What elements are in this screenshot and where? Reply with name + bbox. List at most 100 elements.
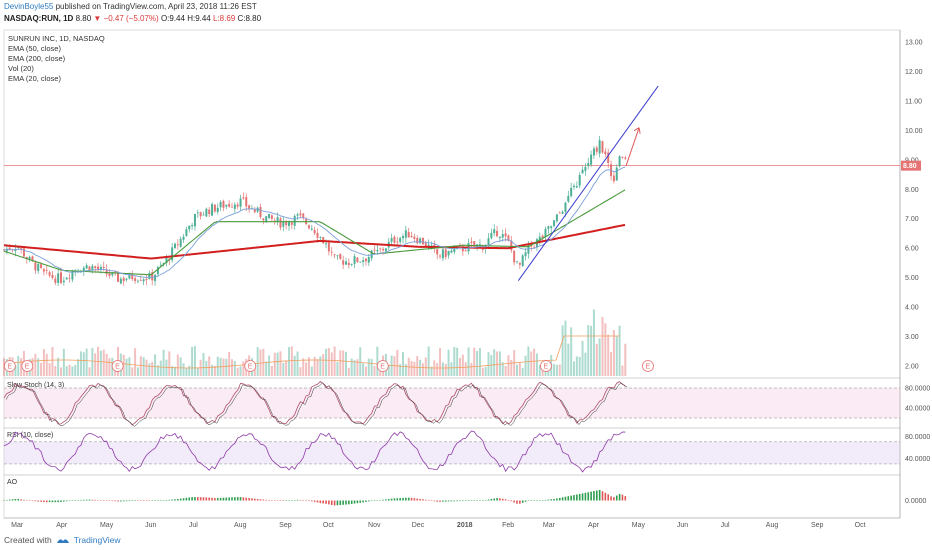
candle-body [262,218,265,221]
ao-bar [159,500,162,501]
ao-bar [379,500,381,501]
volume-bar [188,365,191,376]
author-link[interactable]: DevinBoyle55 [4,2,54,11]
ao-bar [308,500,310,502]
candle-body [498,236,501,238]
ao-bar [453,500,456,502]
chart-title: SUNRUN INC, 1D, NASDAQ [8,34,105,43]
tradingview-brand[interactable]: TradingView [73,535,121,545]
volume-bar [604,323,607,376]
volume-bar [595,343,598,376]
volume-bar [330,352,333,376]
candle-body [590,154,593,165]
ao-bar [174,499,176,501]
ao-bar [482,500,484,501]
volume-bar [447,349,450,376]
symbol: NASDAQ:RUN, 1D [4,14,74,23]
volume-bar [327,348,330,376]
candle-body [233,204,236,209]
candle-body [279,218,282,228]
ao-bar [450,500,453,502]
candle-body [444,249,447,257]
volume-bar [364,366,367,376]
candle-body [487,238,490,246]
volume-bar [88,367,91,376]
y-tick-label: 12.00 [905,69,923,76]
ao-bar [413,498,416,501]
volume-bar [85,348,88,376]
ao-bar [165,500,168,501]
candle-body [533,247,536,249]
ao-bar [385,499,387,501]
down-arrow-icon: ▼ [93,14,102,23]
candle-body [567,195,570,202]
candle-body [473,241,476,247]
ao-bar [111,500,114,502]
candle-body [296,214,299,216]
candle-body [37,264,40,272]
ao-bar [442,500,444,502]
candle-body [516,261,518,263]
ao-bar [345,500,347,505]
candle-body [404,230,407,238]
ao-bar [296,499,299,501]
ao-bar [20,499,22,501]
x-tick-label: Jul [721,522,730,529]
ao-bar [362,500,364,503]
ao-bar [242,497,245,501]
volume-bar [108,358,111,376]
volume-bar [205,360,208,376]
y-tick-label: 4.00 [905,305,919,312]
volume-bar [624,343,627,376]
candle-body [362,260,365,262]
volume-bar [356,359,359,376]
candle-body [518,262,521,265]
candle-body [276,217,279,222]
candle-body [176,244,179,246]
volume-bar [496,351,499,376]
last-price-tag [901,160,921,171]
volume-bar [196,367,199,376]
candle-body [575,186,578,188]
volume-bar [94,353,97,376]
candle-body [356,257,359,263]
ao-bar [48,500,51,503]
ao-bar [273,500,276,501]
volume-bar [256,347,259,376]
ao-bar [142,500,145,501]
ao-bar [248,498,250,501]
volume-bar [276,352,279,376]
candle-body [558,212,561,214]
x-tick-label: Jun [145,522,156,529]
candle-body [307,225,310,229]
candle-body [325,243,328,245]
candle-body [333,254,336,256]
volume-bar [68,364,71,376]
ao-bar [131,500,134,501]
candle-body [208,209,211,215]
volume-bar [302,358,305,376]
candle-body [25,257,28,259]
candle-body [228,203,231,207]
volume-bar [424,357,427,376]
candle-body [239,198,242,207]
volume-bar [590,325,593,376]
volume-bar [421,363,424,376]
earnings-icon [21,360,34,372]
candle-body [182,236,185,240]
volume-bar [151,361,154,376]
ao-bar [125,500,128,502]
candle-body [51,274,54,278]
candle-body [202,214,205,216]
ao-bar [51,500,54,503]
ao-bar [40,500,42,502]
volume-bar [484,366,487,376]
ao-bar [370,500,373,501]
volume-bar [347,367,350,376]
earnings-icon [244,360,257,372]
volume-bar [476,351,479,376]
x-tick-label: Oct [855,522,866,529]
ao-bar [456,500,458,502]
x-tick-label: Mar [543,522,556,529]
